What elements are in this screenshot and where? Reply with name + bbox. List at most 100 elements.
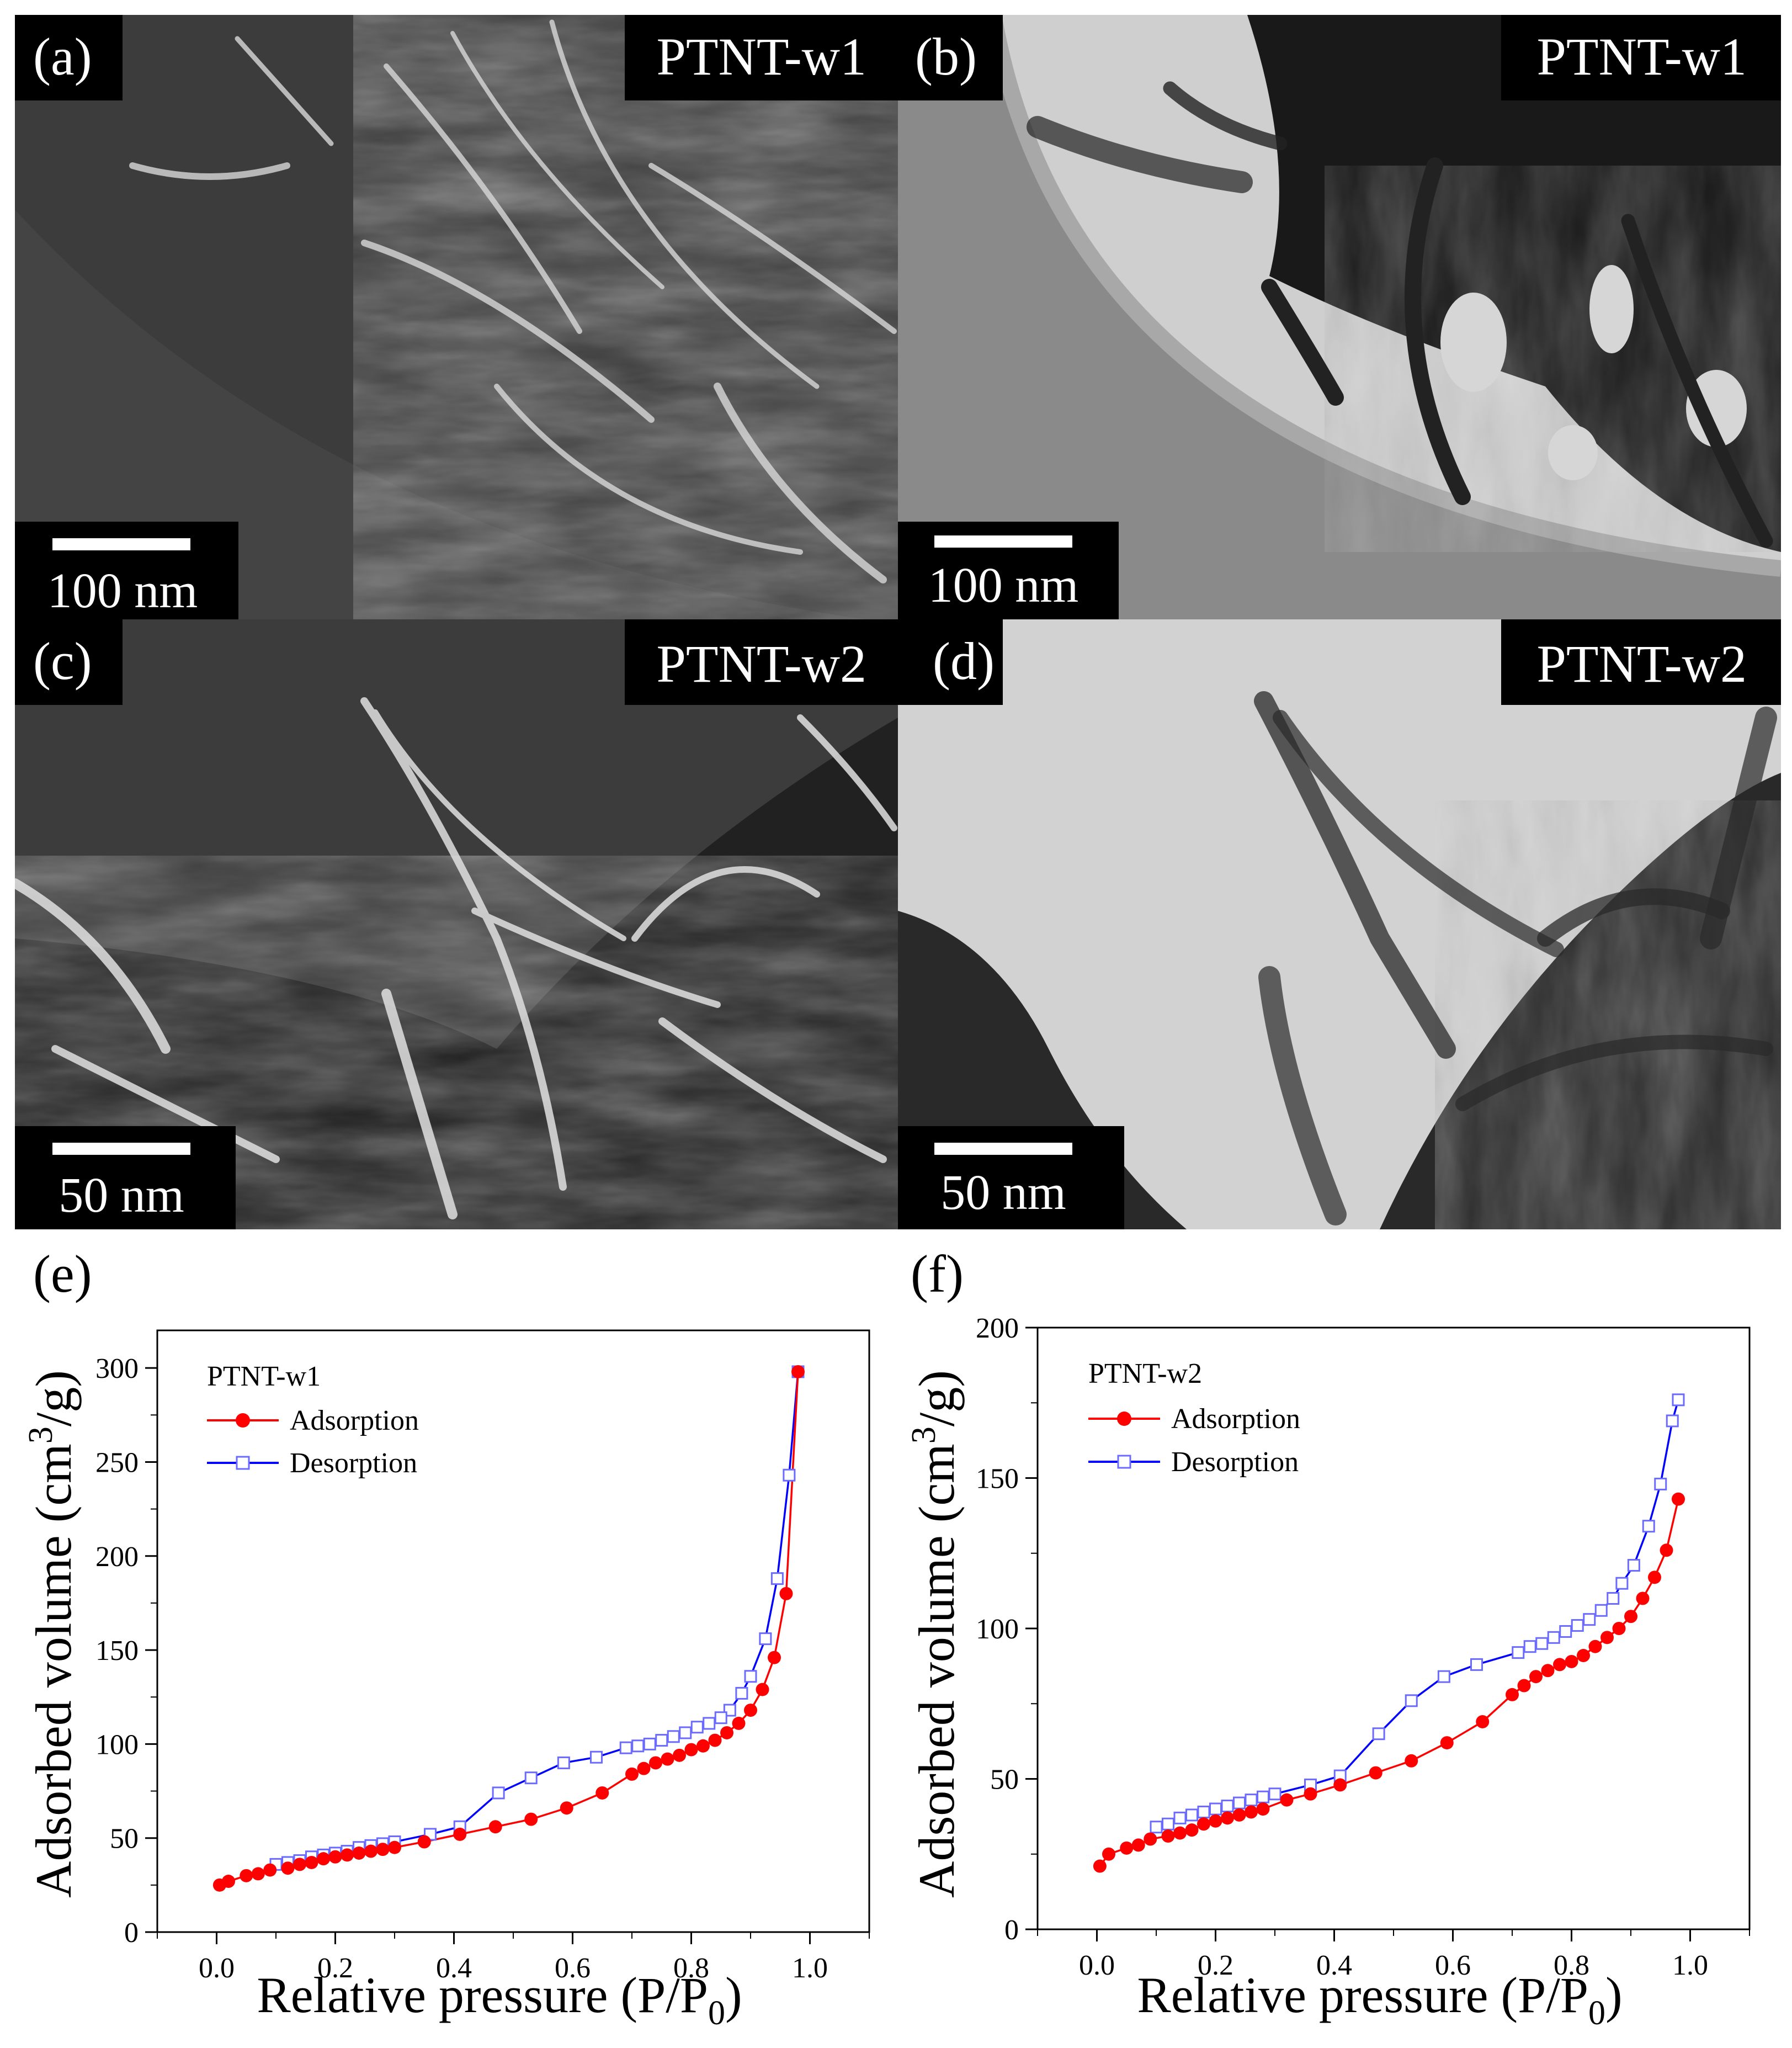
x-tick-label: 1.0 bbox=[1672, 1950, 1708, 1981]
legend-adsorption-marker bbox=[236, 1413, 250, 1428]
desorption-point bbox=[1627, 1559, 1640, 1572]
desorption-point bbox=[1512, 1646, 1525, 1659]
adsorption-point bbox=[305, 1855, 318, 1869]
y-tick-label: 0 bbox=[124, 1917, 139, 1949]
y-tick-label: 0 bbox=[1004, 1914, 1019, 1946]
adsorption-point bbox=[1553, 1658, 1566, 1672]
panel-tag-box bbox=[898, 619, 1003, 705]
legend-adsorption-label: Adsorption bbox=[290, 1405, 419, 1436]
adsorption-point bbox=[637, 1762, 651, 1775]
adsorption-point bbox=[595, 1786, 609, 1800]
legend-desorption-marker bbox=[236, 1456, 250, 1470]
y-tick-label: 200 bbox=[95, 1541, 139, 1573]
adsorption-point bbox=[1476, 1715, 1490, 1728]
desorption-point bbox=[1209, 1802, 1222, 1816]
scale-bar-label: 50 nm bbox=[59, 1168, 184, 1223]
scale-bar bbox=[52, 1143, 190, 1155]
desorption-point bbox=[1666, 1414, 1679, 1428]
sample-label: PTNT-w2 bbox=[657, 634, 866, 693]
desorption-point bbox=[619, 1741, 632, 1754]
adsorption-point bbox=[1600, 1631, 1614, 1644]
desorption-point bbox=[744, 1670, 757, 1683]
x-tick-label: 0.0 bbox=[199, 1953, 235, 1984]
panel-tag: (c) bbox=[33, 632, 92, 691]
x-tick-label: 0.4 bbox=[436, 1953, 472, 1984]
series-line-desorption bbox=[275, 1371, 799, 1866]
x-axis-label: Relative pressure (P/P0) bbox=[257, 1967, 742, 2032]
y-tick-label: 150 bbox=[95, 1635, 139, 1667]
adsorption-point bbox=[1405, 1754, 1418, 1768]
desorption-point bbox=[1583, 1613, 1596, 1626]
y-tick-label: 250 bbox=[95, 1447, 139, 1478]
x-axis-label: Relative pressure (P/P0) bbox=[1137, 1967, 1622, 2032]
x-tick-label: 0.2 bbox=[317, 1953, 353, 1984]
legend-title: PTNT-w1 bbox=[207, 1361, 321, 1392]
x-tick-label: 0.6 bbox=[555, 1953, 591, 1984]
adsorption-point bbox=[1102, 1847, 1115, 1861]
adsorption-point bbox=[1672, 1492, 1685, 1506]
adsorption-point bbox=[1577, 1649, 1590, 1663]
x-tick-label: 0.8 bbox=[673, 1953, 709, 1984]
scale-bar-label: 100 nm bbox=[928, 558, 1079, 613]
adsorption-point bbox=[649, 1756, 662, 1770]
y-tick-label: 50 bbox=[990, 1764, 1019, 1796]
adsorption-point bbox=[1221, 1811, 1234, 1825]
adsorption-point bbox=[352, 1846, 366, 1860]
x-tick-group: 0.0 0.2 0.4 0.6 0.8 1.0 bbox=[157, 1932, 870, 1984]
sample-label-box bbox=[625, 619, 898, 705]
desorption-point bbox=[1672, 1393, 1685, 1407]
adsorption-point bbox=[1660, 1543, 1673, 1557]
adsorption-point bbox=[1588, 1640, 1602, 1653]
legend-adsorption-marker bbox=[1117, 1412, 1131, 1426]
desorption-point bbox=[1594, 1604, 1608, 1617]
adsorption-point bbox=[1232, 1808, 1246, 1822]
adsorption-point bbox=[1144, 1832, 1157, 1846]
micrograph-panel-a: PTNT-w1 (a) 100 nm bbox=[15, 15, 898, 619]
scale-bar-box bbox=[15, 522, 238, 619]
micrograph-panel-c: PTNT-w2 (c) 50 nm bbox=[15, 619, 898, 1229]
adsorption-point bbox=[768, 1651, 781, 1664]
isotherm-chart-e: (e) 0.0 0.2 0.4 0.6 0.8 1.0 0 50 100 150 200 250 30… bbox=[22, 1244, 870, 2032]
desorption-point bbox=[1257, 1790, 1269, 1803]
desorption-point bbox=[1405, 1694, 1418, 1707]
adsorption-point bbox=[1369, 1766, 1382, 1780]
y-tick-label: 150 bbox=[976, 1463, 1019, 1495]
sample-label-box bbox=[1501, 15, 1781, 100]
adsorption-point bbox=[1185, 1823, 1199, 1837]
y-axis-label: Adsorbed volume (cm3/g) bbox=[905, 1370, 965, 1898]
x-tick-label: 0.4 bbox=[1316, 1950, 1352, 1981]
desorption-point bbox=[492, 1786, 505, 1800]
panel-tag-box bbox=[15, 619, 123, 705]
legend: PTNT-w2 Adsorption Desorption bbox=[1088, 1358, 1300, 1478]
adsorption-point bbox=[1209, 1814, 1222, 1828]
desorption-point bbox=[1470, 1658, 1483, 1671]
adsorption-point bbox=[240, 1869, 253, 1882]
adsorption-point bbox=[281, 1861, 295, 1875]
legend-desorption-label: Desorption bbox=[1171, 1446, 1299, 1478]
desorption-point bbox=[1162, 1817, 1174, 1831]
desorption-point bbox=[690, 1721, 704, 1734]
scale-bar bbox=[52, 538, 190, 550]
adsorption-point bbox=[328, 1850, 342, 1864]
desorption-point bbox=[1437, 1670, 1450, 1683]
desorption-point bbox=[1197, 1805, 1210, 1818]
adsorption-point bbox=[524, 1812, 538, 1826]
adsorption-point bbox=[684, 1743, 698, 1757]
desorption-point bbox=[631, 1739, 645, 1753]
desorption-point bbox=[1642, 1520, 1655, 1533]
adsorption-point bbox=[1506, 1688, 1519, 1701]
y-axis-label: Adsorbed volume (cm3/g) bbox=[22, 1370, 82, 1898]
adsorption-point bbox=[1529, 1670, 1543, 1684]
desorption-point bbox=[1372, 1727, 1385, 1741]
series-layer bbox=[212, 1365, 805, 1892]
adsorption-point bbox=[488, 1820, 502, 1834]
micrograph-panel-b: PTNT-w1 (b) 100 nm bbox=[898, 15, 1781, 619]
adsorption-point bbox=[1120, 1841, 1134, 1855]
adsorption-point bbox=[317, 1852, 330, 1866]
adsorption-point bbox=[1636, 1591, 1650, 1605]
desorption-point bbox=[655, 1734, 668, 1747]
y-tick-label: 200 bbox=[976, 1313, 1019, 1344]
desorption-point bbox=[1233, 1796, 1246, 1810]
legend-desorption-label: Desorption bbox=[290, 1447, 417, 1479]
